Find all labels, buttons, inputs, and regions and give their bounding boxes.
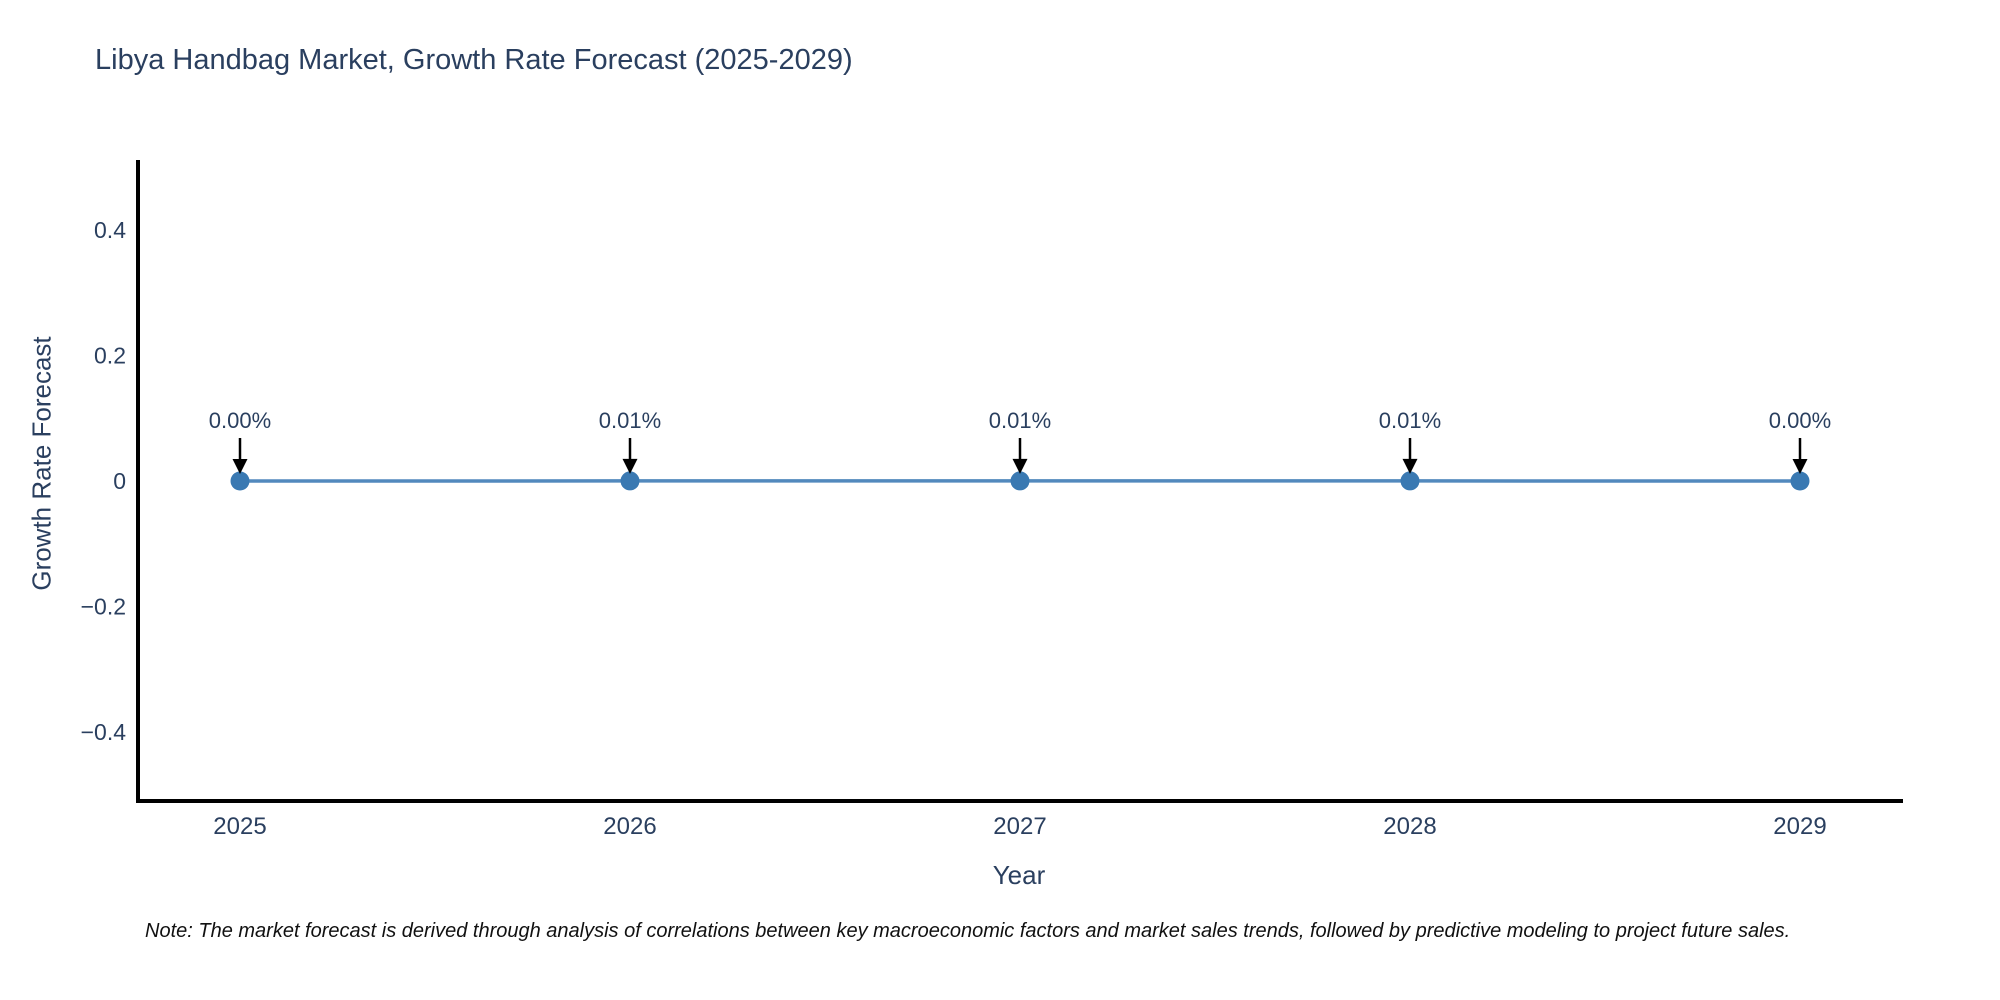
y-tick-label: −0.4	[81, 719, 127, 745]
data-point-marker	[1400, 471, 1420, 491]
point-value-label: 0.01%	[599, 408, 661, 433]
annotation-arrowhead-icon	[232, 459, 248, 474]
annotation-arrowhead-icon	[1012, 458, 1028, 474]
chart-title: Libya Handbag Market, Growth Rate Foreca…	[95, 44, 853, 76]
y-tick-label: 0.4	[94, 217, 126, 243]
data-point-marker	[1010, 471, 1030, 491]
x-tick-label: 2026	[603, 813, 656, 840]
y-tick-label: −0.2	[81, 594, 126, 620]
x-tick-label: 2029	[1773, 813, 1826, 840]
x-tick-label: 2028	[1383, 813, 1436, 840]
x-tick-label: 2025	[213, 813, 266, 840]
point-value-label: 0.01%	[989, 408, 1051, 433]
chart-note: Note: The market forecast is derived thr…	[145, 920, 1791, 942]
x-tick-label: 2027	[993, 813, 1046, 840]
data-point-marker	[620, 471, 640, 491]
point-value-label: 0.01%	[1379, 408, 1441, 433]
annotation-arrowhead-icon	[622, 458, 638, 474]
y-tick-label: 0	[113, 468, 126, 494]
data-point-marker	[1790, 471, 1810, 491]
annotation-arrowhead-icon	[1402, 458, 1418, 474]
annotation-arrowhead-icon	[1792, 459, 1808, 474]
point-value-label: 0.00%	[1769, 408, 1831, 433]
data-point-marker	[230, 471, 250, 491]
point-value-label: 0.00%	[209, 408, 271, 433]
y-tick-label: 0.2	[94, 342, 126, 368]
x-axis-title: Year	[992, 860, 1046, 890]
